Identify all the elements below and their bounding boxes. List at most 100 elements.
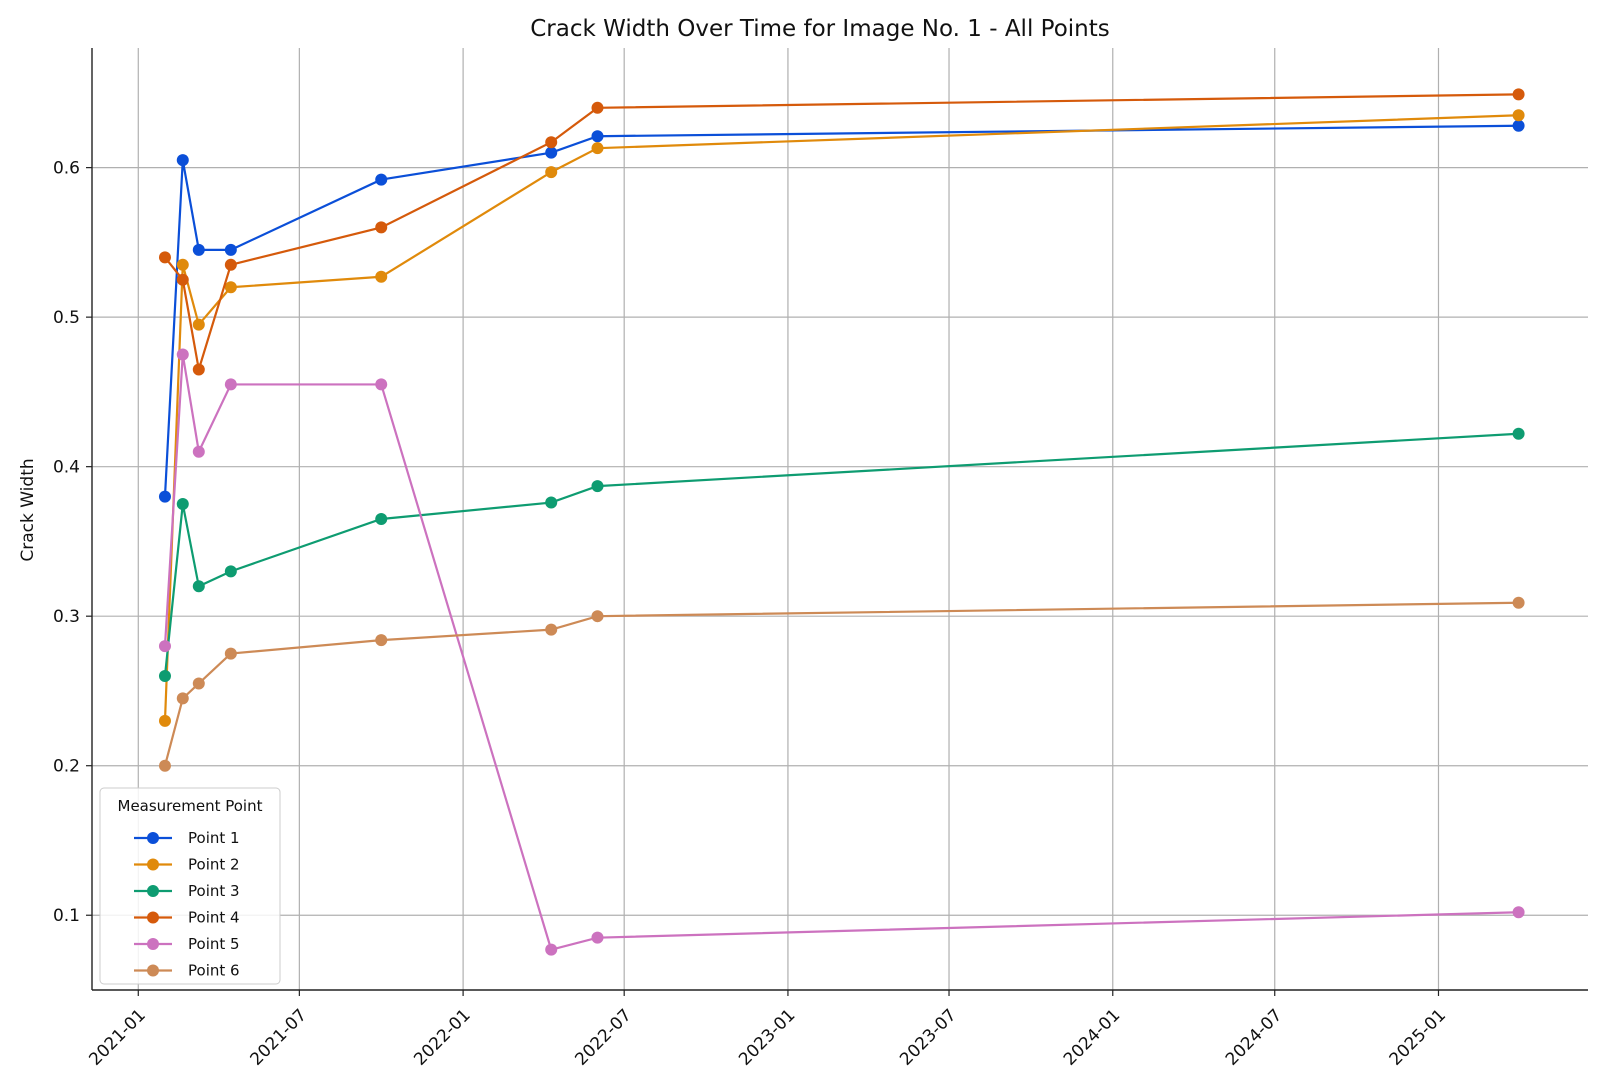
series-line: [163, 124, 1519, 497]
data-point: [224, 565, 237, 578]
series-layer: [158, 88, 1525, 956]
data-point: [375, 378, 388, 391]
y-tick-label: 0.1: [53, 906, 80, 926]
data-point: [1512, 906, 1525, 919]
data-point: [224, 378, 237, 391]
series-line: [163, 432, 1519, 677]
data-point: [224, 281, 237, 294]
x-tick-label: 2023-07: [896, 1005, 960, 1067]
data-point: [1512, 109, 1525, 122]
data-point: [176, 692, 189, 705]
y-axis-label: Crack Width: [18, 458, 38, 561]
legend-item: Point 1: [134, 829, 240, 847]
y-tick-label: 0.5: [53, 308, 80, 328]
series-2: [158, 109, 1525, 727]
series-line: [164, 93, 1519, 370]
x-tick-label: 2023-01: [735, 1005, 799, 1067]
legend-label: Point 1: [188, 829, 240, 847]
legend: Measurement Point Point 1 Point 2 Point 3 Po…: [99, 787, 281, 985]
y-tick-label: 0.2: [53, 757, 80, 777]
data-point: [375, 634, 388, 647]
legend-marker: [147, 832, 159, 844]
legend-item: Point 3: [134, 882, 240, 900]
data-point: [192, 243, 205, 256]
legend-marker: [147, 964, 159, 977]
x-tick-label: 2024-07: [1222, 1005, 1286, 1067]
y-tick-label: 0.3: [53, 607, 80, 627]
data-point: [192, 580, 205, 593]
data-point: [545, 496, 558, 509]
legend-item: Point 2: [134, 856, 240, 874]
legend-item: Point 4: [134, 909, 240, 927]
data-point: [176, 273, 189, 286]
data-point: [375, 270, 388, 283]
data-point: [375, 173, 388, 186]
data-point: [176, 154, 189, 167]
data-point: [545, 146, 558, 159]
data-point: [591, 931, 604, 944]
legend-marker: [147, 938, 159, 950]
data-point: [158, 251, 171, 264]
data-point: [192, 445, 205, 458]
data-point: [375, 513, 388, 525]
data-point: [591, 101, 604, 114]
data-point: [224, 243, 237, 256]
series-1: [158, 119, 1525, 503]
legend-marker: [147, 858, 159, 871]
series-line: [163, 354, 1519, 951]
y-tick-label: 0.4: [53, 458, 80, 478]
data-point: [375, 221, 388, 234]
data-point: [1512, 596, 1525, 609]
data-point: [1512, 427, 1525, 440]
legend-item: Point 5: [134, 935, 240, 953]
series-line: [163, 601, 1519, 766]
data-point: [158, 640, 171, 653]
data-point: [545, 943, 558, 956]
data-point: [192, 318, 205, 331]
series-3: [158, 427, 1525, 682]
legend-label: Point 5: [188, 935, 240, 953]
legend-marker: [147, 885, 159, 897]
axes-spines: [91, 48, 1588, 991]
series-line: [163, 114, 1519, 721]
x-tick-label: 2021-01: [85, 1005, 149, 1067]
data-point: [158, 670, 171, 682]
series-6: [158, 596, 1525, 772]
data-point: [591, 142, 604, 155]
legend-title: Measurement Point: [118, 797, 263, 815]
data-point: [176, 498, 189, 511]
data-point: [1512, 88, 1525, 101]
data-point: [192, 677, 205, 690]
data-point: [176, 348, 189, 361]
series-4: [158, 88, 1525, 376]
data-point: [545, 166, 558, 179]
data-point: [1512, 119, 1525, 132]
y-tick-label: 0.6: [53, 159, 80, 179]
legend-marker: [147, 911, 159, 924]
data-point: [158, 714, 171, 727]
data-point: [158, 490, 171, 503]
series-5: [158, 348, 1525, 956]
gridlines: [92, 48, 1588, 990]
data-point: [192, 363, 205, 376]
x-tick-label: 2022-07: [571, 1005, 635, 1067]
data-point: [545, 136, 558, 149]
x-tick-label: 2021-07: [247, 1005, 311, 1067]
data-point: [591, 610, 604, 623]
legend-label: Point 6: [188, 962, 240, 980]
data-point: [591, 480, 604, 493]
x-tick-label: 2025-01: [1386, 1005, 1450, 1067]
data-point: [224, 647, 237, 660]
data-point: [591, 130, 604, 143]
legend-item: Point 6: [134, 962, 240, 980]
legend-label: Point 4: [188, 909, 240, 927]
x-tick-label: 2024-01: [1060, 1005, 1124, 1067]
x-tick-label: 2022-01: [410, 1005, 474, 1067]
data-point: [224, 258, 237, 271]
data-point: [176, 258, 189, 271]
data-point: [158, 759, 171, 772]
chart-title: Crack Width Over Time for Image No. 1 - …: [530, 16, 1110, 42]
legend-label: Point 3: [188, 882, 240, 900]
legend-label: Point 2: [188, 856, 240, 874]
